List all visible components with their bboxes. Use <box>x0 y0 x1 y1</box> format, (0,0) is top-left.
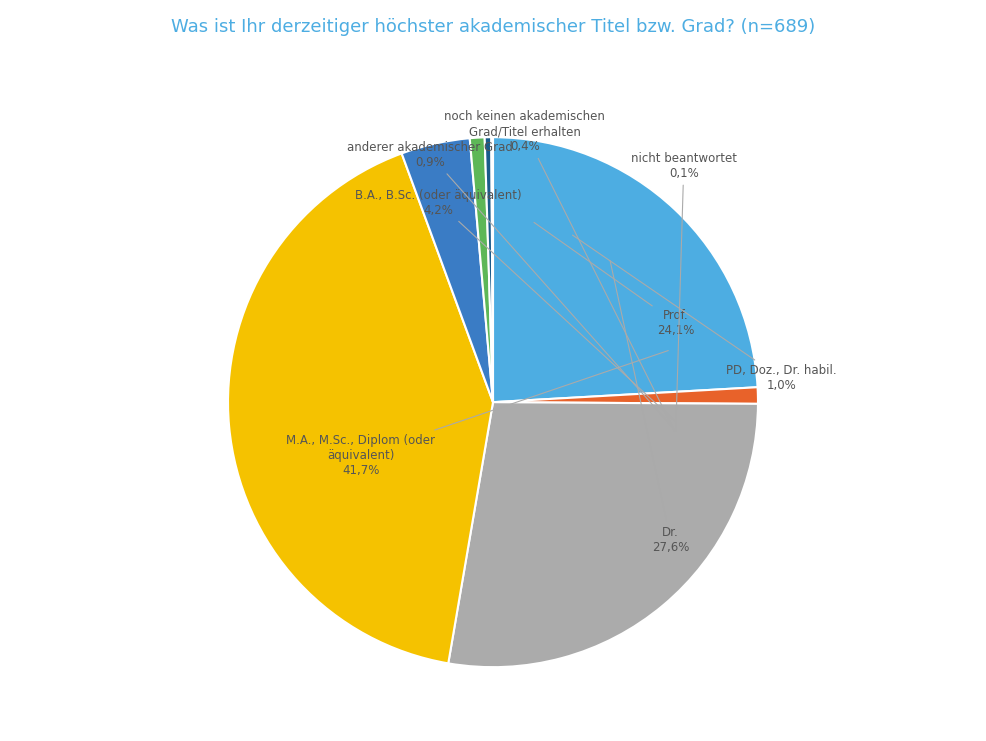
Wedge shape <box>493 137 757 402</box>
Text: anderer akademischer Grad
0,9%: anderer akademischer Grad 0,9% <box>347 141 674 429</box>
Text: M.A., M.Sc., Diplom (oder
äquivalent)
41,7%: M.A., M.Sc., Diplom (oder äquivalent) 41… <box>286 350 669 476</box>
Wedge shape <box>469 137 493 402</box>
Wedge shape <box>228 153 493 663</box>
Wedge shape <box>485 137 493 402</box>
Text: B.A., B.Sc. (oder äquivalent)
4,2%: B.A., B.Sc. (oder äquivalent) 4,2% <box>355 189 675 422</box>
Text: noch keinen akademischen
Grad/Titel erhalten
0,4%: noch keinen akademischen Grad/Titel erha… <box>445 110 674 431</box>
Text: nicht beantwortet
0,1%: nicht beantwortet 0,1% <box>631 152 737 431</box>
Wedge shape <box>449 402 758 667</box>
Text: Prof.
24,1%: Prof. 24,1% <box>534 222 695 336</box>
Wedge shape <box>491 137 493 402</box>
Text: Dr.
27,6%: Dr. 27,6% <box>610 261 689 554</box>
Text: PD, Doz., Dr. habil.
1,0%: PD, Doz., Dr. habil. 1,0% <box>573 235 837 392</box>
Wedge shape <box>401 139 493 402</box>
Title: Was ist Ihr derzeitiger höchster akademischer Titel bzw. Grad? (n=689): Was ist Ihr derzeitiger höchster akademi… <box>171 18 815 36</box>
Wedge shape <box>493 388 758 404</box>
